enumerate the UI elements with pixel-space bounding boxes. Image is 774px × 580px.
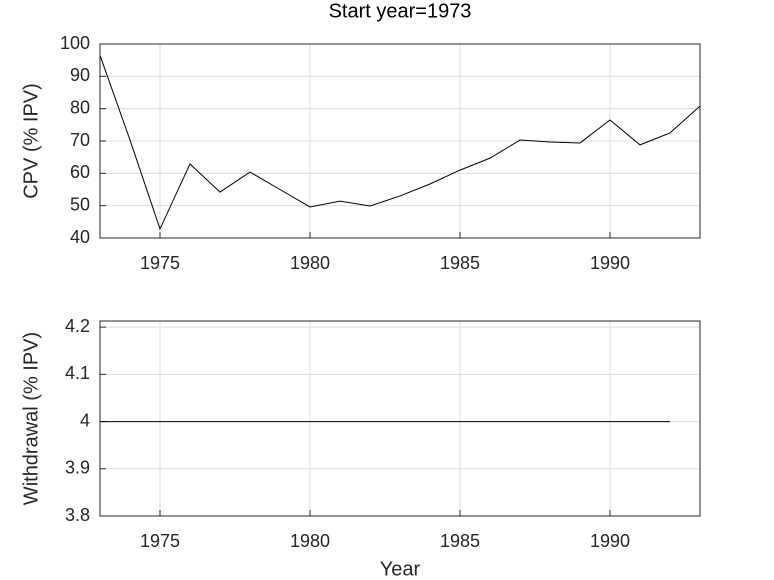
y-tick-label: 90: [70, 65, 90, 85]
x-tick-label: 1975: [140, 531, 180, 551]
x-axis-label: Year: [380, 558, 421, 580]
y-tick-label: 70: [70, 130, 90, 150]
x-tick-label: 1990: [590, 253, 630, 273]
y-tick-label: 50: [70, 194, 90, 214]
x-tick-label: 1990: [590, 531, 630, 551]
y-tick-label: 4: [80, 410, 90, 430]
y-tick-label: 80: [70, 97, 90, 117]
data-line: [99, 55, 701, 231]
y-axis-label: Withdrawal (% IPV): [20, 332, 42, 505]
y-tick-label: 3.9: [65, 458, 90, 478]
y-tick-label: 3.8: [65, 505, 90, 525]
plot-border: [99, 43, 701, 239]
x-tick-label: 1980: [290, 253, 330, 273]
plot-area: [100, 321, 700, 516]
chart-title: Start year=1973: [329, 0, 472, 22]
y-axis-label: CPV (% IPV): [20, 83, 42, 199]
y-tick-label: 4.2: [65, 316, 90, 336]
y-tick-label: 60: [70, 162, 90, 182]
y-tick-label: 40: [70, 227, 90, 247]
x-tick-label: 1985: [440, 531, 480, 551]
y-tick-label: 4.1: [65, 363, 90, 383]
x-tick-label: 1985: [440, 253, 480, 273]
x-tick-label: 1980: [290, 531, 330, 551]
x-tick-label: 1975: [140, 253, 180, 273]
y-tick-label: 100: [60, 33, 90, 53]
plot-border: [99, 320, 701, 517]
